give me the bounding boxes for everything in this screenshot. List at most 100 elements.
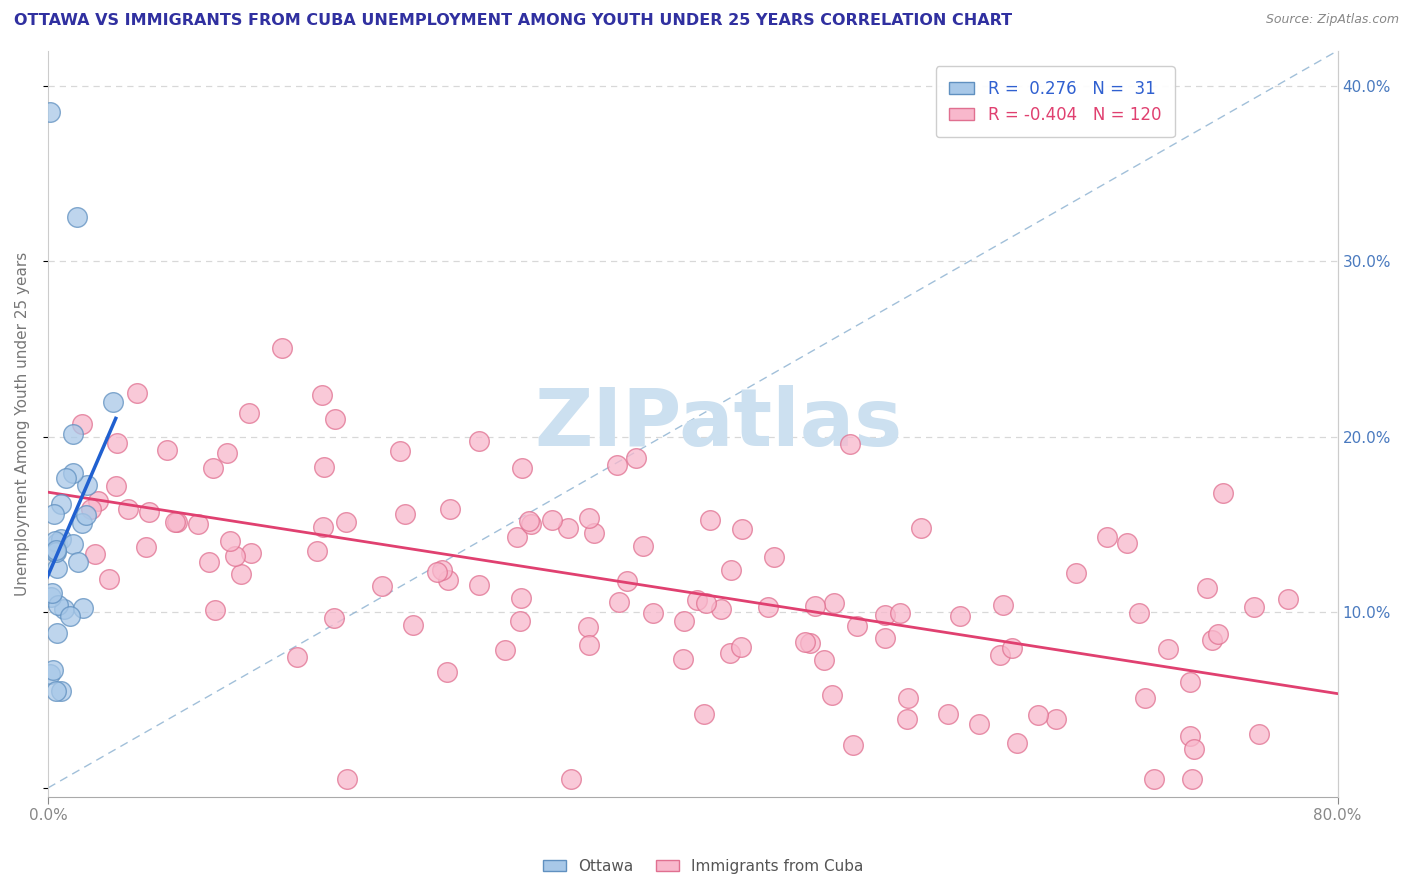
Point (799, 636, 821, 650)
Point (336, 772, 359, 786)
Point (66, 555, 89, 569)
Point (335, 515, 357, 529)
Point (1095, 530, 1118, 544)
Point (62, 426, 84, 441)
Point (51, 684, 73, 698)
Point (53, 602, 76, 616)
Text: OTTAWA VS IMMIGRANTS FROM CUBA UNEMPLOYMENT AMONG YOUTH UNDER 25 YEARS CORRELATI: OTTAWA VS IMMIGRANTS FROM CUBA UNEMPLOYM… (14, 13, 1012, 29)
Point (394, 508, 416, 522)
Point (520, 517, 543, 532)
Point (710, 602, 733, 616)
Text: ZIPatlas: ZIPatlas (534, 384, 903, 463)
Point (135, 540, 157, 554)
Point (1243, 599, 1265, 614)
Point (39, 591, 62, 605)
Point (578, 638, 600, 652)
Point (1277, 591, 1299, 606)
Point (80, 502, 103, 516)
Point (39, 105, 62, 120)
Point (41, 663, 63, 677)
Point (62, 536, 84, 550)
Point (229, 566, 252, 581)
Point (323, 412, 346, 426)
Point (875, 632, 897, 646)
Point (219, 534, 242, 549)
Point (41, 585, 63, 599)
Point (138, 505, 160, 519)
Point (49, 532, 72, 546)
Point (506, 530, 529, 544)
Point (439, 502, 461, 516)
Point (83, 547, 105, 561)
Point (76, 478, 98, 492)
Point (672, 652, 695, 666)
Point (72, 601, 94, 615)
Point (323, 611, 346, 625)
Point (1212, 485, 1234, 500)
Point (896, 712, 918, 726)
Point (55, 470, 77, 484)
Point (720, 563, 742, 577)
Point (730, 640, 752, 654)
Point (873, 607, 896, 622)
Point (42, 507, 65, 521)
Point (107, 435, 129, 450)
Point (631, 539, 654, 553)
Point (804, 599, 827, 614)
Point (1181, 772, 1204, 786)
Point (1001, 640, 1024, 655)
Point (101, 394, 124, 409)
Point (312, 460, 335, 475)
Point (838, 437, 860, 451)
Point (201, 460, 224, 475)
Point (125, 386, 148, 401)
Point (44, 545, 66, 559)
Point (62, 467, 84, 481)
Point (641, 607, 664, 621)
Point (910, 521, 932, 535)
Point (583, 526, 606, 541)
Point (312, 519, 335, 533)
Point (695, 596, 717, 610)
Point (468, 434, 491, 448)
Point (889, 606, 911, 620)
Point (1178, 674, 1201, 689)
Point (98, 572, 121, 586)
Point (87, 494, 110, 508)
Point (45, 543, 67, 558)
Point (508, 614, 530, 628)
Point (1133, 691, 1156, 706)
Point (468, 578, 491, 592)
Point (156, 443, 179, 458)
Point (494, 643, 516, 657)
Point (936, 707, 959, 722)
Point (967, 716, 990, 731)
Point (198, 554, 221, 568)
Point (991, 598, 1014, 612)
Point (38, 666, 60, 681)
Point (821, 688, 844, 702)
Point (75, 508, 97, 523)
Point (238, 406, 260, 420)
Point (731, 522, 754, 536)
Point (117, 502, 139, 516)
Point (305, 544, 328, 558)
Point (624, 451, 647, 466)
Point (72, 417, 94, 431)
Point (66, 211, 89, 225)
Point (509, 591, 531, 605)
Point (897, 691, 920, 706)
Point (560, 772, 582, 786)
Point (285, 649, 308, 664)
Point (510, 461, 533, 475)
Point (517, 515, 540, 529)
Point (813, 652, 835, 666)
Point (204, 603, 226, 617)
Point (541, 513, 564, 527)
Point (1005, 736, 1028, 750)
Point (46, 598, 69, 612)
Point (45, 545, 67, 559)
Point (371, 579, 394, 593)
Text: Source: ZipAtlas.com: Source: ZipAtlas.com (1265, 13, 1399, 27)
Point (578, 511, 600, 525)
